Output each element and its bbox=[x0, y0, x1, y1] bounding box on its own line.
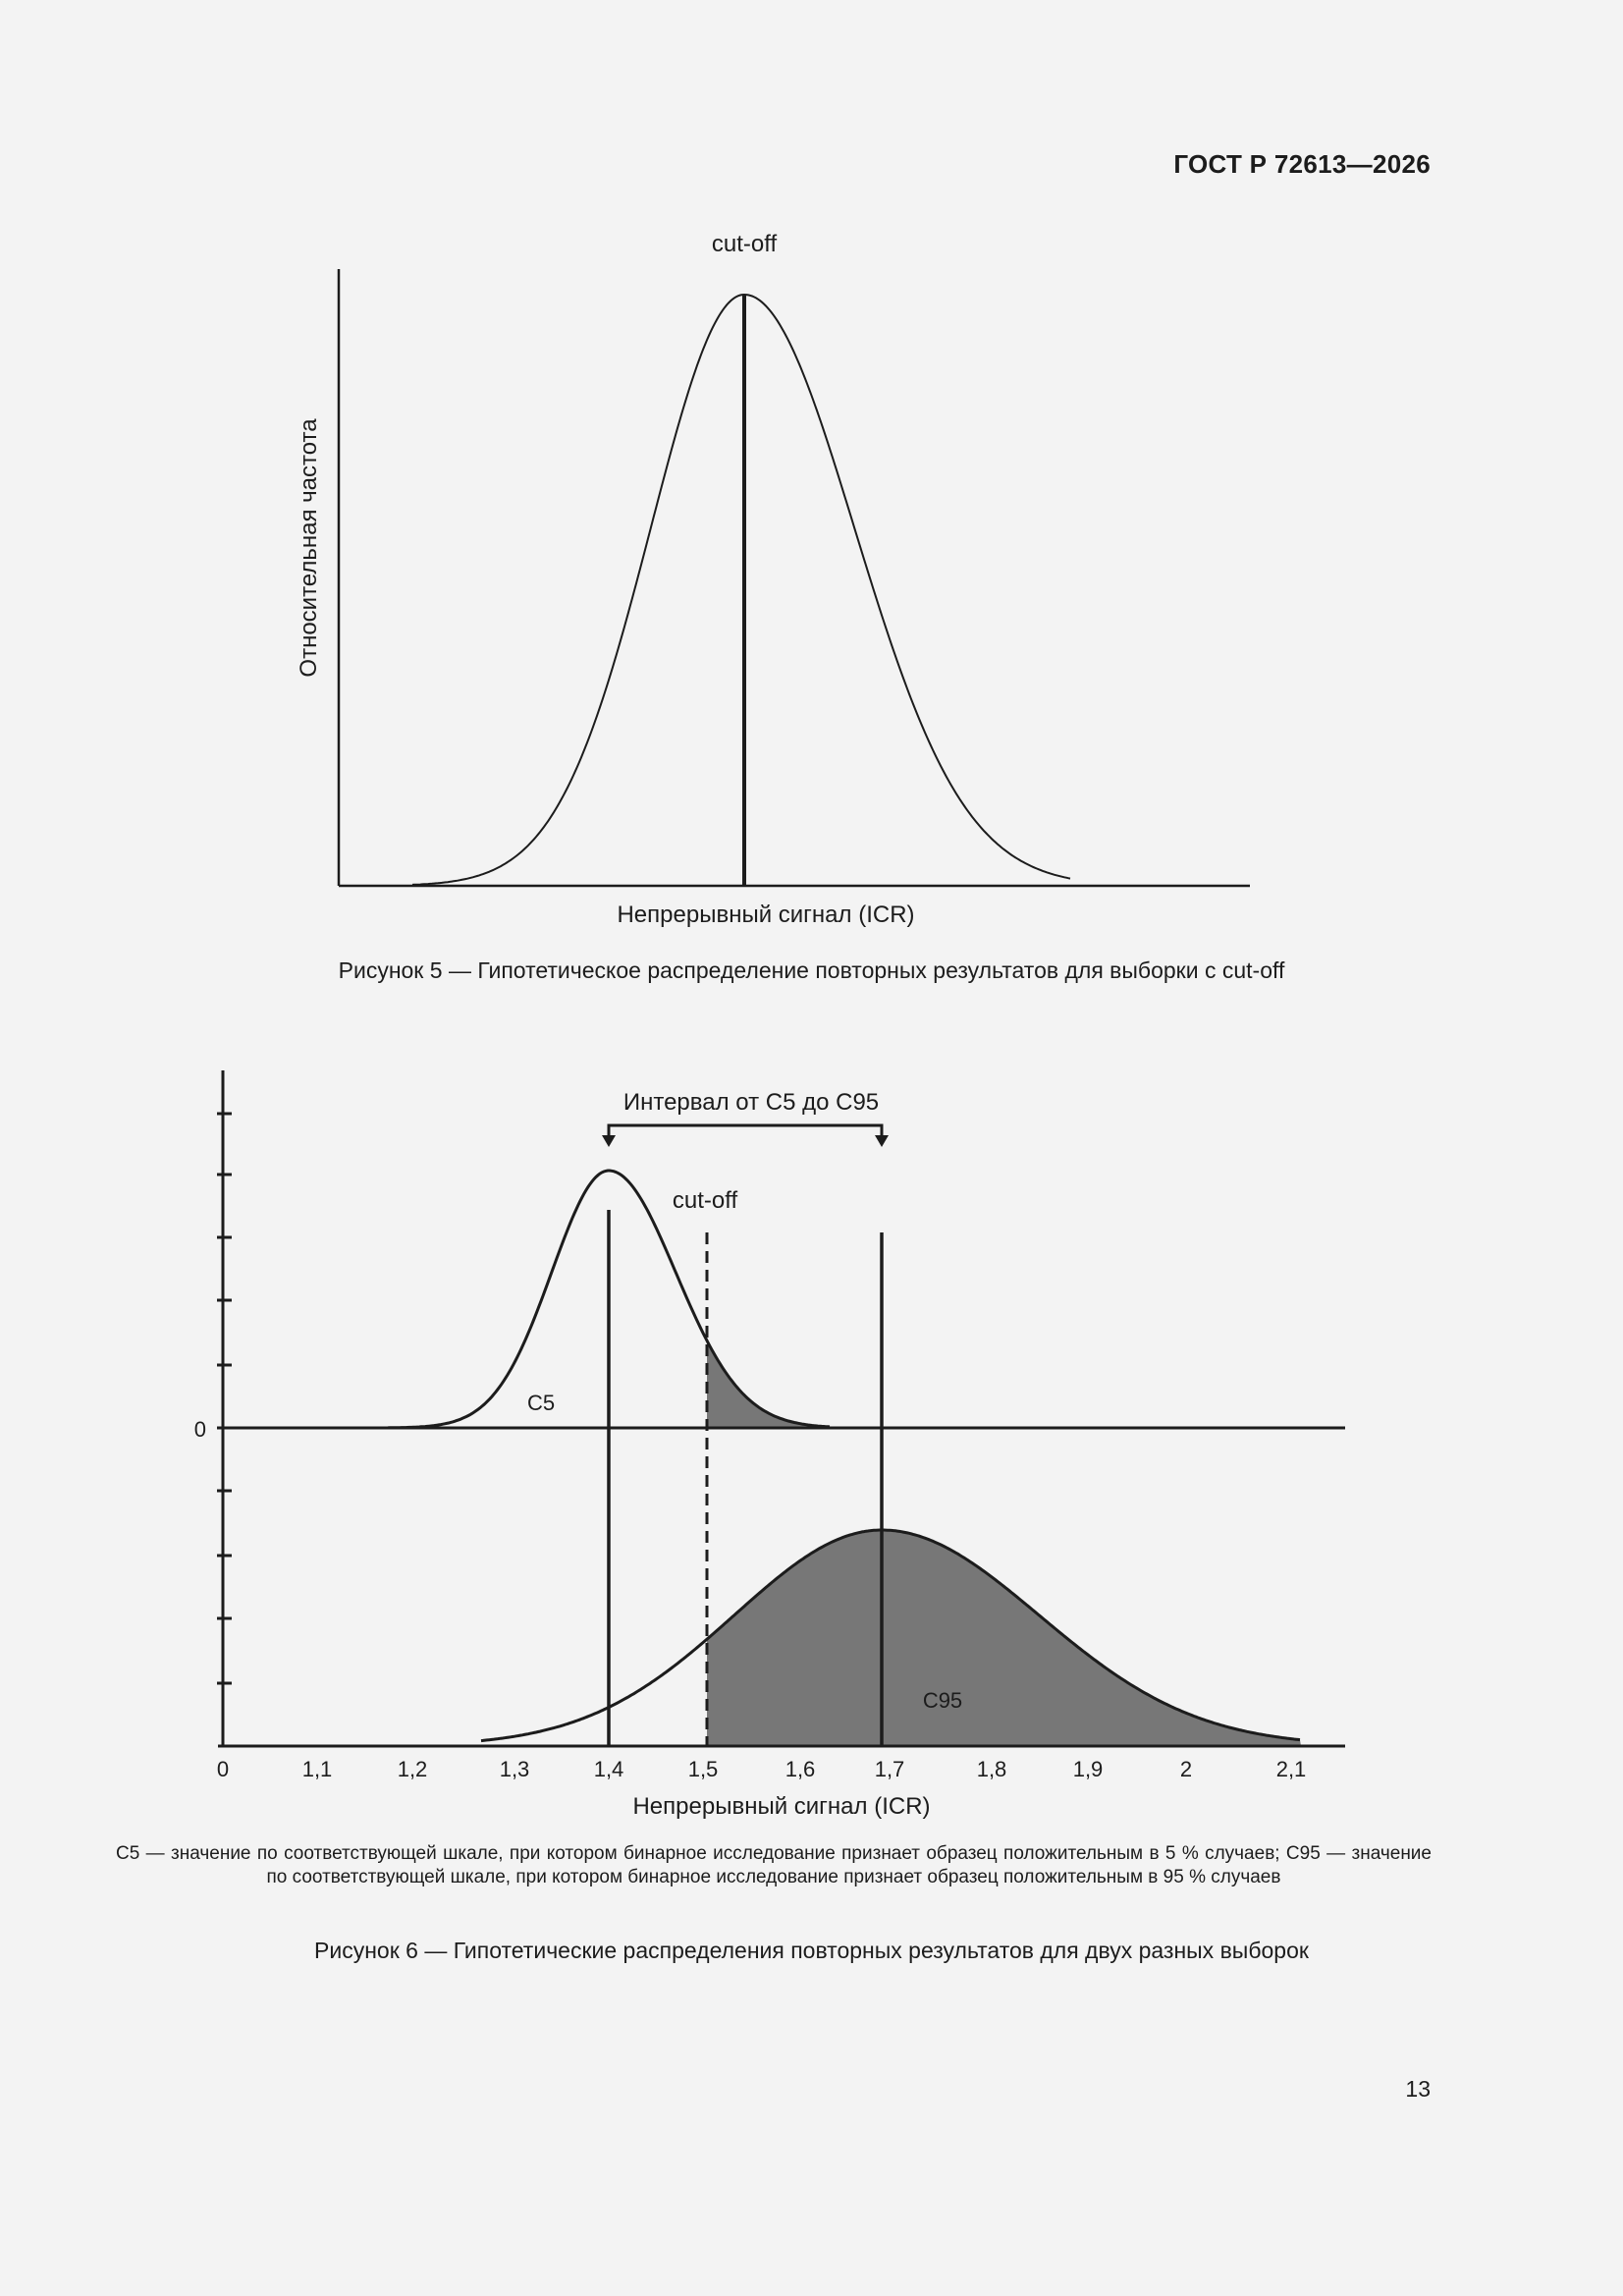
fig6-x-tick-label: 1,4 bbox=[594, 1757, 624, 1781]
fig6-x-tick-label: 2 bbox=[1180, 1757, 1192, 1781]
fig6-x-tick-label: 1,2 bbox=[398, 1757, 428, 1781]
figure-5-caption: Рисунок 5 — Гипотетическое распределение… bbox=[338, 957, 1285, 983]
fig6-interval-label: Интервал от С5 до С95 bbox=[623, 1089, 879, 1116]
fig6-x-axis-label: Непрерывный сигнал (ICR) bbox=[632, 1793, 930, 1820]
fig6-zero-label: 0 bbox=[194, 1417, 206, 1442]
fig6-interval-bracket bbox=[607, 1123, 884, 1139]
fig5-x-axis-label: Непрерывный сигнал (ICR) bbox=[617, 902, 914, 928]
fig6-x-tick-labels: 0 1,1 1,2 1,3 1,4 1,5 1,6 1,7 1,8 1,9 2 2,1 bbox=[217, 1757, 1306, 1781]
fig6-c5-label: С5 bbox=[527, 1391, 555, 1415]
page-number: 13 bbox=[1405, 2076, 1431, 2102]
fig6-c95-curve bbox=[480, 1528, 1301, 1743]
fig6-bracket-arrow-right bbox=[875, 1135, 889, 1147]
fig6-x-tick-label: 1,8 bbox=[977, 1757, 1007, 1781]
fig5-y-axis-label: Относительная частота bbox=[296, 418, 322, 678]
fig6-c95-shaded-area bbox=[707, 1530, 1301, 1746]
fig5-distribution-curve bbox=[411, 293, 1071, 886]
fig6-x-tick-label: 0 bbox=[217, 1757, 229, 1781]
fig6-x-tick-label: 1,3 bbox=[500, 1757, 530, 1781]
fig6-x-tick-label: 1,7 bbox=[875, 1757, 905, 1781]
fig6-x-tick-label: 1,6 bbox=[785, 1757, 816, 1781]
fig6-x-tick-label: 1,1 bbox=[302, 1757, 333, 1781]
figure-6-note: С5 — значение по соответствующей шкале, … bbox=[116, 1843, 1432, 1887]
fig6-c95-label: С95 bbox=[923, 1688, 962, 1713]
fig6-bracket-arrow-left bbox=[602, 1135, 616, 1147]
fig6-cutoff-label: cut-off bbox=[673, 1187, 738, 1214]
figure-6-chart: 0 Интервал от С5 до С95 cut-off С5 С95 0… bbox=[194, 1070, 1345, 1820]
figure-5-chart: cut-off Непрерывный сигнал (ICR) Относит… bbox=[296, 231, 1250, 928]
document-header: ГОСТ Р 72613—2026 bbox=[1173, 149, 1431, 179]
fig6-c5-curve bbox=[387, 1169, 831, 1430]
figure-6-caption: Рисунок 6 — Гипотетические распределения… bbox=[314, 1938, 1309, 1963]
fig5-cutoff-label: cut-off bbox=[712, 231, 778, 257]
fig6-c5-shaded-area bbox=[707, 1340, 830, 1428]
fig6-x-tick-label: 1,5 bbox=[688, 1757, 719, 1781]
fig6-x-tick-label: 2,1 bbox=[1276, 1757, 1307, 1781]
fig6-x-tick-label: 1,9 bbox=[1073, 1757, 1104, 1781]
